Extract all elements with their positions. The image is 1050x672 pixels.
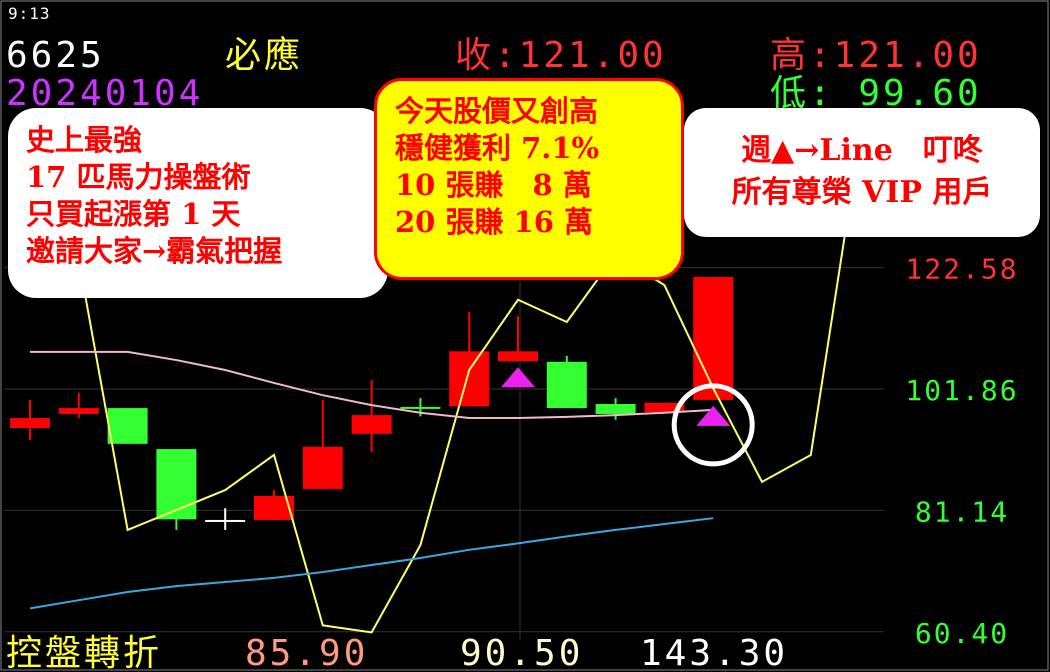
y-tick-label: 122.58 xyxy=(905,253,1018,286)
candle-body xyxy=(302,446,343,489)
buy-signal xyxy=(501,367,535,388)
footer-value: 85.90 xyxy=(245,633,369,672)
low-price: 低: 99.60 xyxy=(770,73,982,114)
bubble-line: 所有尊榮 VIP 用戶 xyxy=(731,175,993,210)
footer-value: 143.30 xyxy=(640,633,789,672)
bubble-line: 週▲→Line 叮咚 xyxy=(741,133,983,168)
buy-signal xyxy=(696,405,731,426)
candle-body xyxy=(107,408,148,444)
status-time: 9:13 xyxy=(8,4,51,23)
high-price: 高:121.00 xyxy=(770,35,982,76)
indicator-line xyxy=(30,350,714,420)
bubble-line: 17 匹馬力操盤術 xyxy=(26,160,251,194)
candle-body xyxy=(205,519,246,522)
bubble-line: 只買起漲第 1 天 xyxy=(26,197,241,231)
date: 20240104 xyxy=(6,73,204,114)
candle-body xyxy=(498,351,538,362)
vip-bubble: 週▲→Line 叮咚 所有尊榮 VIP 用戶 xyxy=(684,108,1040,237)
candle-body xyxy=(693,276,734,400)
profit-bubble: 今天股價又創高 穩健獲利 7.1% 10 張賺 8 萬 20 張賺 16 萬 xyxy=(374,78,684,280)
indicator-line xyxy=(29,139,861,634)
indicator-line xyxy=(29,517,714,610)
y-tick-label: 101.86 xyxy=(905,374,1018,407)
candle-body xyxy=(595,403,636,414)
candle-body xyxy=(254,495,294,520)
footer-label: 控盤轉折 xyxy=(6,633,163,672)
candle-body xyxy=(351,415,392,434)
footer-value: 90.50 xyxy=(460,633,584,672)
candle-body xyxy=(644,402,685,413)
promo-bubble: 史上最強 17 匹馬力操盤術 只買起漲第 1 天邀請大家→霸氣把握 xyxy=(8,108,388,298)
bubble-line: 今天股價又創高 xyxy=(395,94,599,128)
bubble-line: 史上最強 xyxy=(26,123,143,157)
close-price: 收:121.00 xyxy=(455,35,667,76)
candle-body xyxy=(156,449,197,520)
candle-body xyxy=(546,361,587,409)
bubble-line: 邀請大家→霸氣把握 xyxy=(26,234,283,268)
stock-name: 必應 xyxy=(225,35,304,76)
candle-body xyxy=(58,408,99,414)
highlight-circle xyxy=(671,383,755,467)
candle-body xyxy=(10,418,50,428)
y-tick-label: 81.14 xyxy=(915,495,1009,528)
stock-code: 6625 xyxy=(6,35,105,76)
y-tick-label: 60.40 xyxy=(915,617,1009,650)
bubble-line: 10 張賺 8 萬 xyxy=(395,168,592,202)
bubble-line: 20 張賺 16 萬 xyxy=(395,205,594,239)
candle-body xyxy=(449,351,490,407)
candle-body xyxy=(400,406,441,409)
bubble-line: 穩健獲利 7.1% xyxy=(395,131,600,165)
